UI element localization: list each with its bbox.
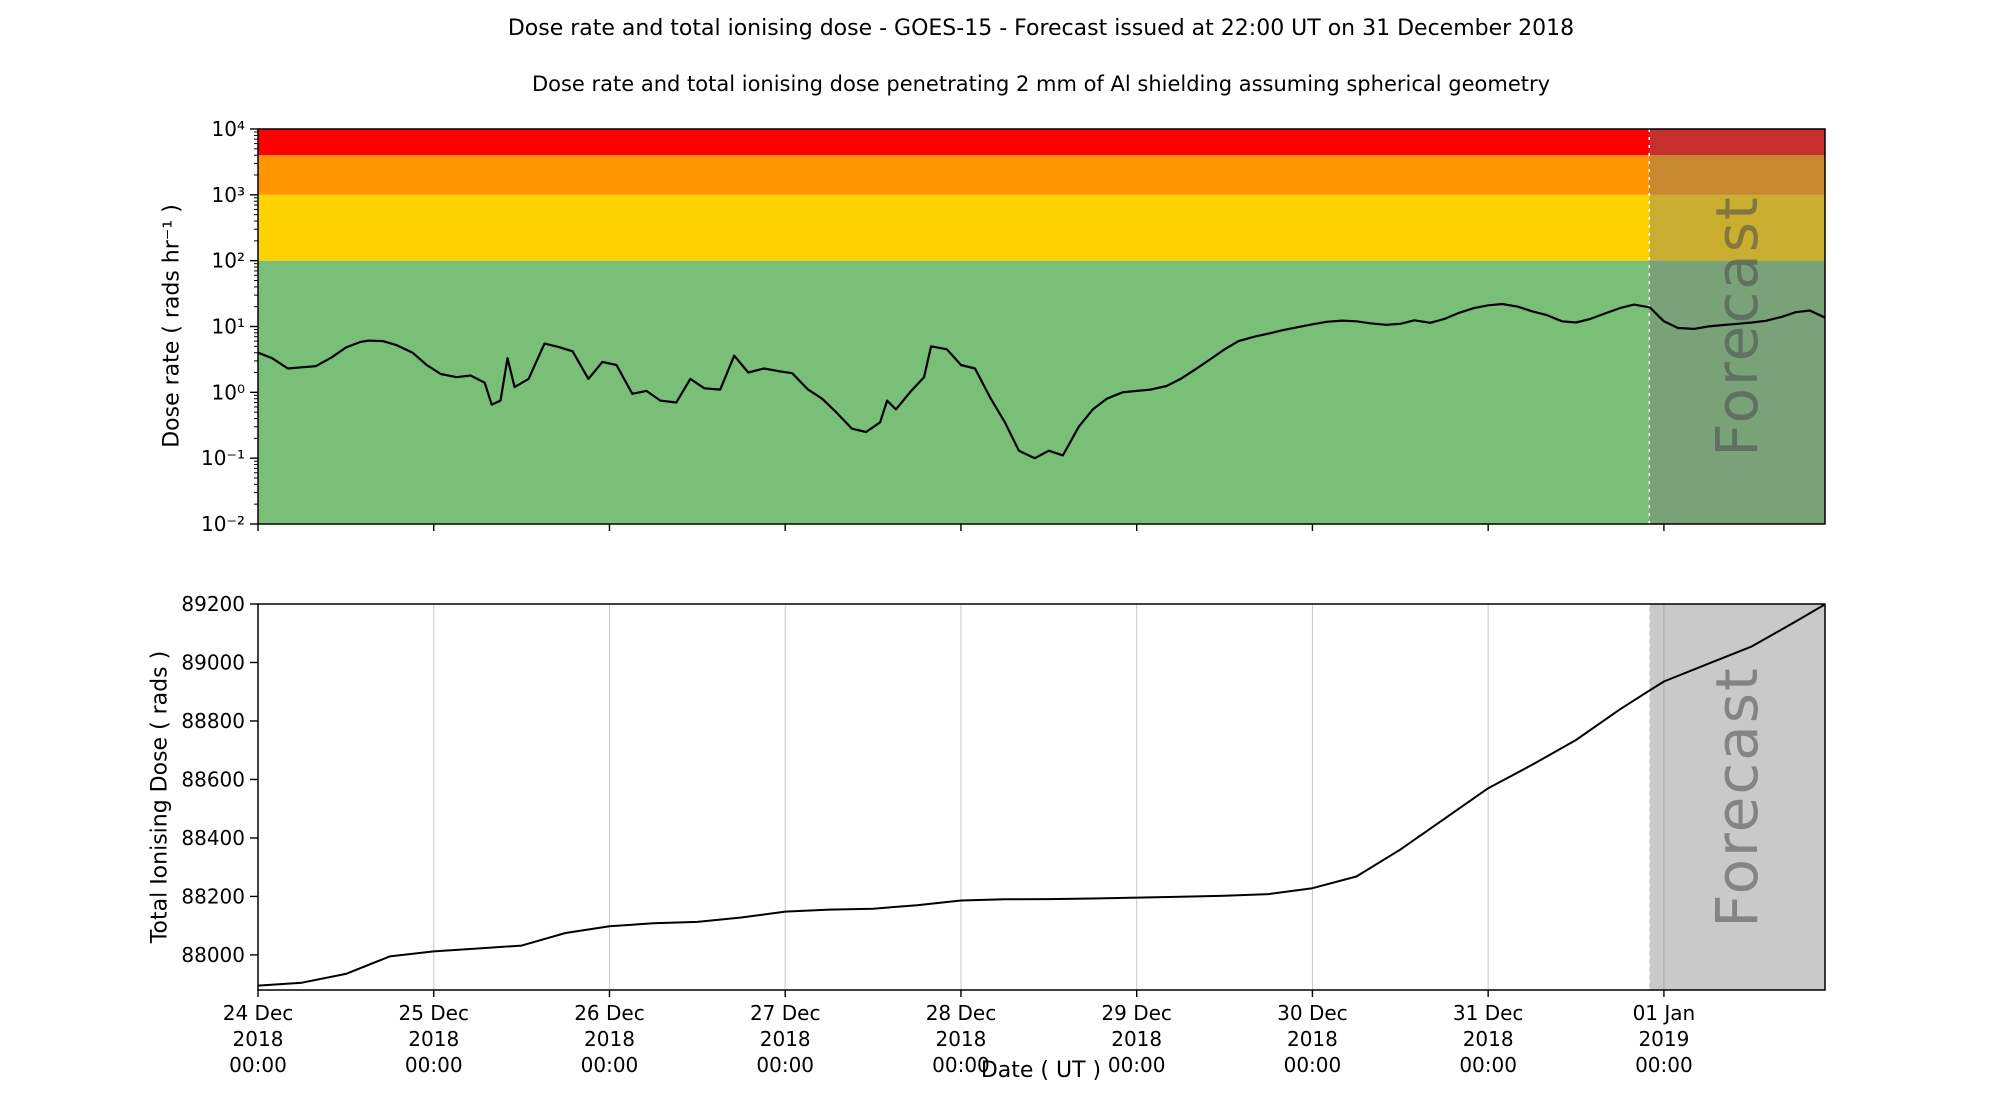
date-tick-label: 25 Dec 2018 00:00 — [398, 1001, 469, 1077]
date-tick-label: 27 Dec 2018 00:00 — [750, 1001, 821, 1077]
date-tick-label: 26 Dec 2018 00:00 — [574, 1001, 645, 1077]
svg-text:88400: 88400 — [181, 826, 245, 850]
dose-rate-panel: 10⁴ 10³ 10² 10¹ 10⁰ 10⁻¹ 10⁻² — [201, 117, 1826, 536]
total-dose-panel: 88000 88200 88400 88600 88800 89000 89200 24 De… — [181, 592, 1826, 1077]
svg-text:10¹: 10¹ — [212, 315, 245, 339]
forecast-overlay-top — [1649, 129, 1825, 524]
figure-subtitle: Dose rate and total ionising dose penetr… — [531, 72, 1551, 96]
dose-rate-axis-label: Dose rate ( rads hr⁻¹ ) — [159, 204, 185, 448]
x-axis-label: Date ( UT ) — [980, 1058, 1102, 1083]
dose-rate-series — [258, 302, 1825, 460]
date-tick-label: 28 Dec 2018 00:00 — [926, 1001, 997, 1077]
dose-rate-x-ticks — [257, 524, 1665, 531]
svg-text:10⁰: 10⁰ — [212, 380, 245, 404]
total-dose-y-ticks: 88000 88200 88400 88600 88800 89000 89200 — [181, 592, 258, 967]
date-x-ticks: 24 Dec 2018 00:00 25 Dec 2018 00:00 26 Dec 2018… — [223, 990, 1695, 1077]
band-orange — [258, 155, 1825, 195]
svg-text:88800: 88800 — [181, 709, 245, 733]
figure-title: Dose rate and total ionising dose - GOES… — [507, 16, 1575, 41]
date-tick-label: 30 Dec 2018 00:00 — [1277, 1001, 1348, 1077]
band-green — [258, 260, 1825, 524]
date-tick-label: 24 Dec 2018 00:00 — [223, 1001, 294, 1077]
svg-text:88000: 88000 — [181, 943, 245, 967]
dose-rate-bands — [258, 129, 1825, 524]
svg-text:10²: 10² — [212, 249, 245, 273]
date-tick-label: 29 Dec 2018 00:00 — [1101, 1001, 1172, 1077]
svg-text:89200: 89200 — [181, 592, 245, 616]
dose-rate-y-ticks: 10⁴ 10³ 10² 10¹ 10⁰ 10⁻¹ 10⁻² — [201, 117, 258, 536]
svg-text:10³: 10³ — [212, 183, 245, 207]
date-tick-label: 01 Jan 2019 00:00 — [1633, 1001, 1696, 1077]
total-dose-series — [258, 604, 1825, 987]
total-dose-axis-label: Total Ionising Dose ( rads ) — [147, 650, 173, 944]
forecast-overlay-bottom — [1649, 604, 1825, 990]
svg-text:10⁻²: 10⁻² — [201, 512, 245, 536]
total-dose-grid — [257, 604, 1665, 990]
date-tick-label: 31 Dec 2018 00:00 — [1453, 1001, 1524, 1077]
band-yellow — [258, 194, 1825, 261]
band-red — [258, 129, 1825, 156]
svg-text:10⁴: 10⁴ — [212, 117, 245, 141]
total-dose-panel-frame — [257, 603, 1826, 991]
svg-text:10⁻¹: 10⁻¹ — [201, 446, 245, 470]
svg-text:89000: 89000 — [181, 650, 245, 674]
svg-text:88600: 88600 — [181, 767, 245, 791]
svg-text:88200: 88200 — [181, 884, 245, 908]
